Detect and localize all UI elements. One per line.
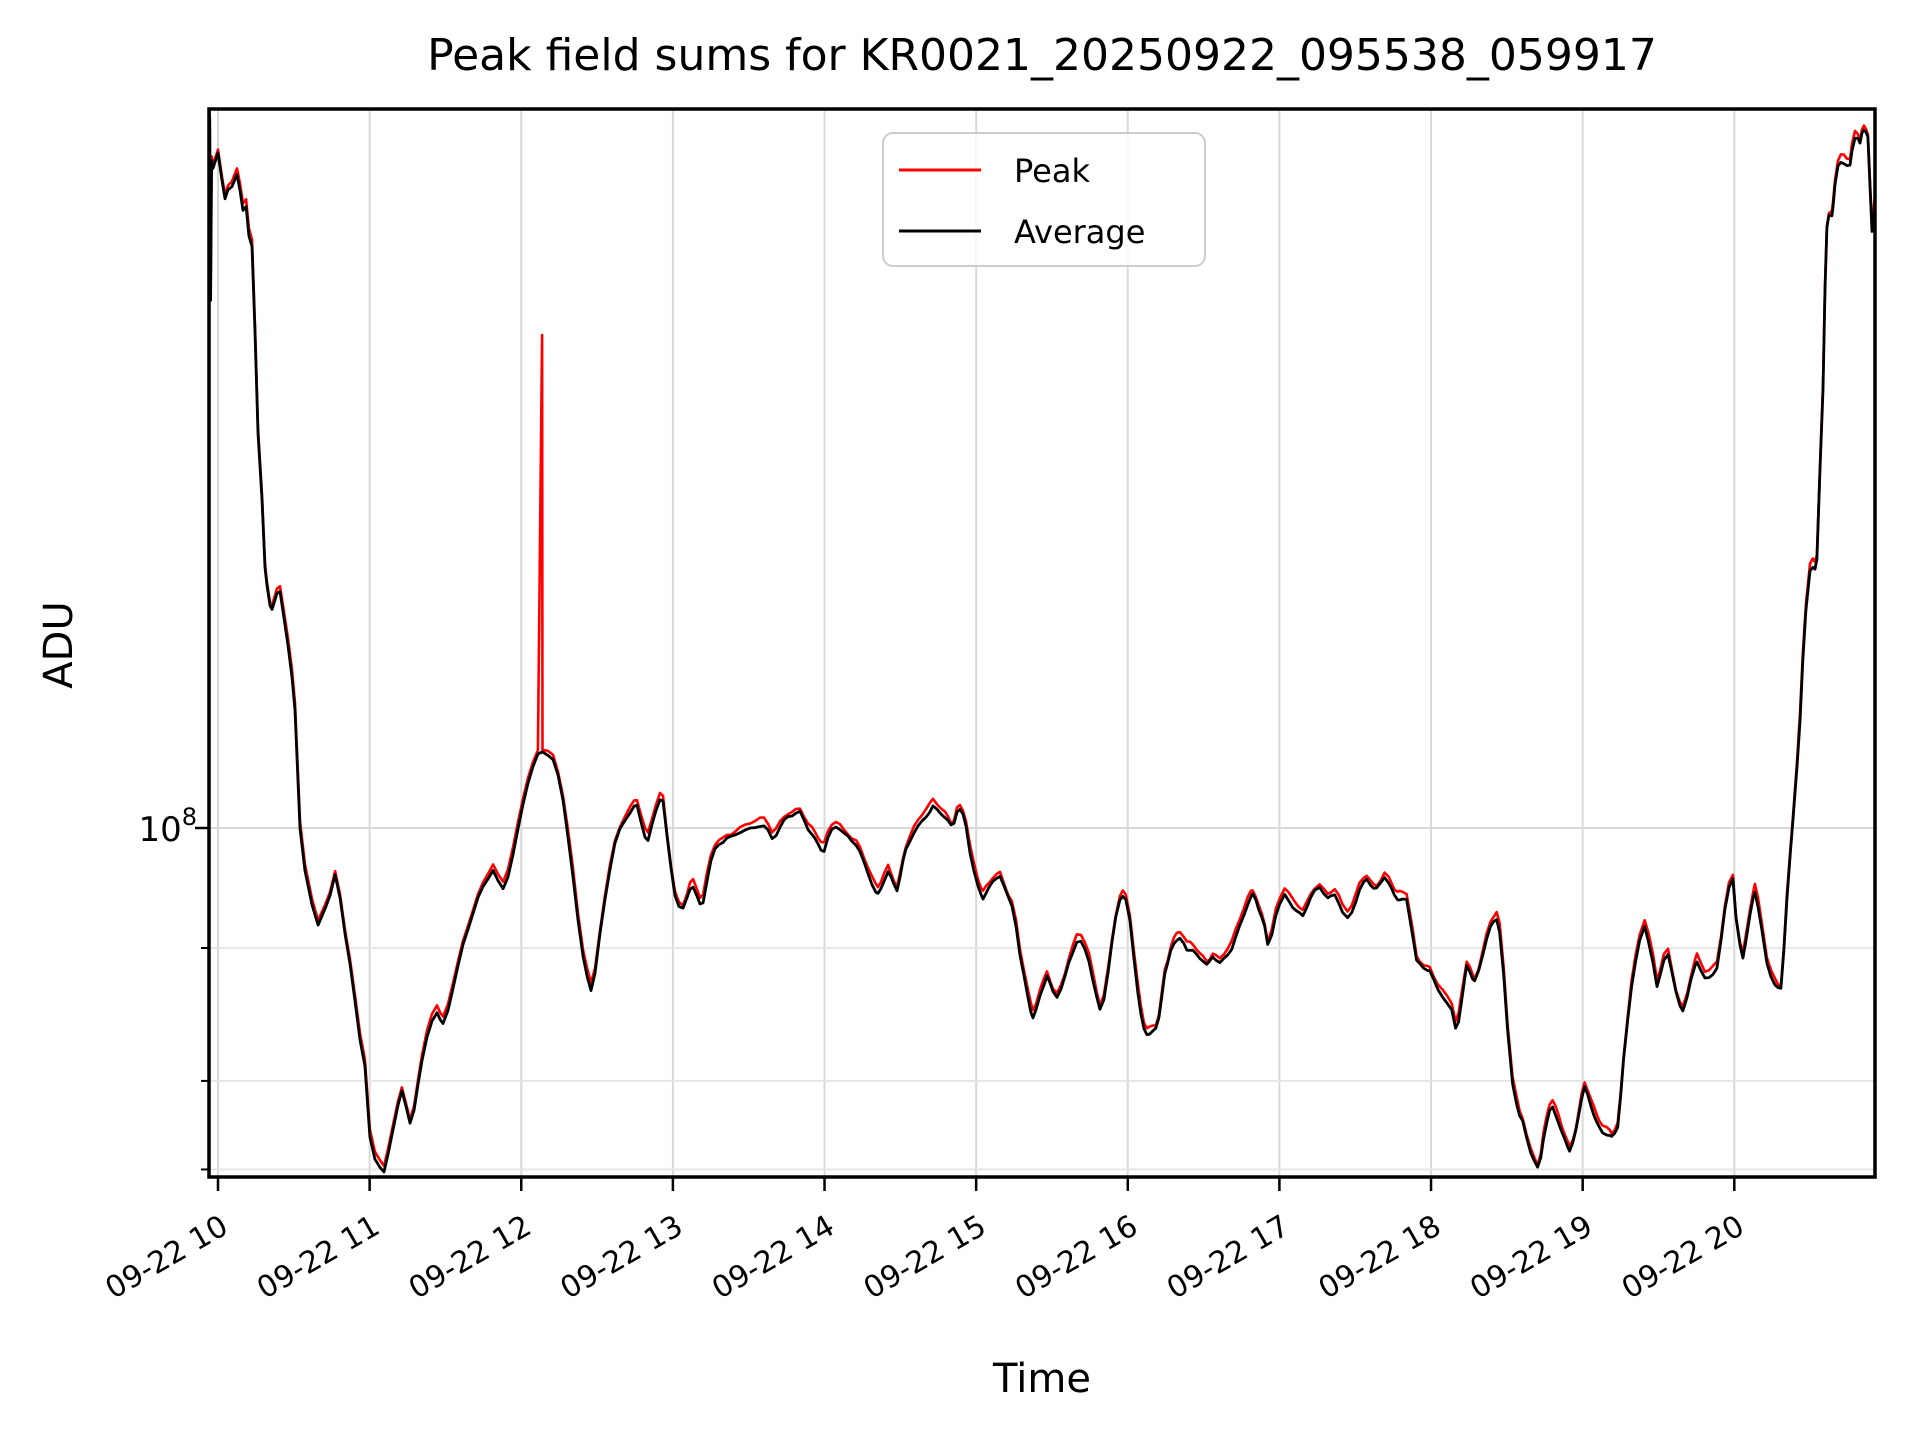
legend-average-label: Average: [1014, 213, 1145, 251]
x-tick-label: 09-22 12: [403, 1209, 537, 1307]
x-tick-label: 09-22 20: [1616, 1209, 1750, 1307]
x-tick-label: 09-22 14: [706, 1209, 840, 1307]
y-axis-label: ADU: [36, 601, 82, 688]
x-tick-label: 09-22 13: [555, 1209, 689, 1307]
y-tick-label: 108: [138, 803, 197, 850]
x-tick-label: 09-22 18: [1313, 1209, 1447, 1307]
x-axis-label: Time: [992, 1356, 1091, 1402]
legend: Peak Average: [882, 132, 1206, 267]
legend-box: [882, 132, 1206, 267]
x-tick-label: 09-22 11: [251, 1209, 385, 1307]
x-tick-labels: 09-22 10 09-22 11 09-22 12 09-22 13 09-22 14…: [100, 1209, 1751, 1307]
x-tick-label: 09-22 15: [858, 1209, 992, 1307]
gridlines: [209, 109, 1875, 1177]
chart-title: Peak field sums for KR0021_20250922_0955…: [427, 30, 1657, 81]
plot-frame: [207, 107, 1877, 1179]
average-series-line: [209, 116, 1875, 1174]
x-tick-label: 09-22 10: [100, 1209, 234, 1307]
x-tick-label: 09-22 17: [1161, 1209, 1295, 1307]
axis-ticks: [195, 826, 1736, 1191]
data-series: [209, 109, 1875, 1174]
x-tick-label: 09-22 16: [1009, 1209, 1143, 1307]
x-tick-label: 09-22 19: [1464, 1209, 1598, 1307]
legend-peak-label: Peak: [1014, 152, 1090, 190]
